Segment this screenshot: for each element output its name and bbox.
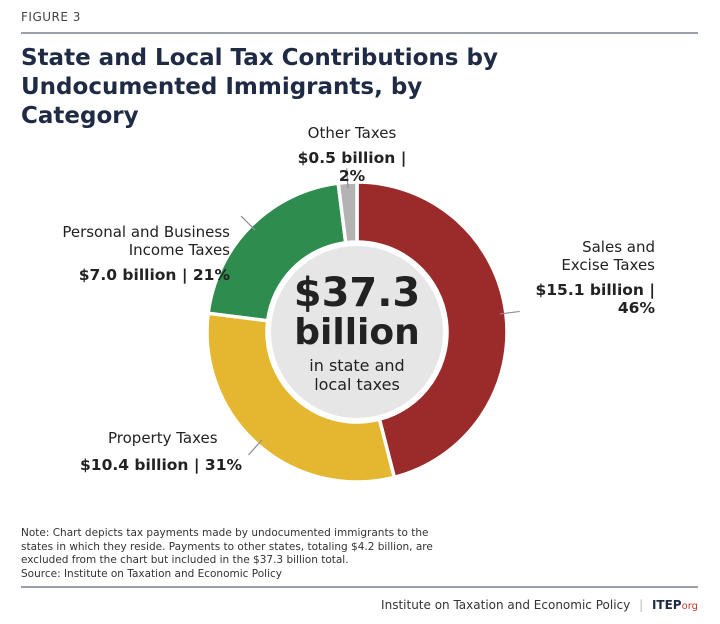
slice-name: Property Taxes (108, 429, 218, 447)
center-unit: billion (294, 312, 420, 353)
footer-brand-suffix: org (681, 601, 698, 612)
leader-line (248, 439, 263, 456)
slice-property-taxes (205, 311, 397, 484)
figure-label: FIGURE 3 (21, 10, 81, 24)
footer: Institute on Taxation and Economic Polic… (381, 598, 698, 612)
slice-name: Sales and Excise Taxes (561, 238, 655, 274)
slice-value: $15.1 billion | 46% (535, 281, 655, 317)
slice-value: $7.0 billion | 21% (78, 266, 230, 284)
note-text: Note: Chart depicts tax payments made by… (21, 527, 433, 566)
slice-other-taxes (336, 180, 359, 245)
source-text: Source: Institute on Taxation and Econom… (21, 567, 282, 580)
slice-name: Other Taxes (307, 124, 397, 142)
chart-title: State and Local Tax Contributions by Und… (21, 45, 498, 129)
label-income: Personal and Business Income Taxes $7.0 … (30, 223, 230, 284)
leader-line (240, 215, 256, 231)
center-value: $37.3 (293, 270, 421, 316)
center-total: $37.3 billion in state and local taxes (267, 272, 447, 394)
bottom-divider (21, 586, 698, 588)
slice-sales-and-excise-taxes (355, 180, 509, 480)
slice-value: $10.4 billion | 31% (80, 456, 243, 474)
leader-line (346, 168, 349, 189)
top-divider (21, 32, 698, 34)
center-circle (271, 246, 443, 418)
footer-brand: ITEP (651, 598, 682, 612)
slice-value: $0.5 billion | 2% (297, 149, 407, 185)
slice-name: Personal and Business Income Taxes (62, 223, 230, 259)
note-block: Note: Chart depicts tax payments made by… (21, 527, 441, 581)
label-sales: Sales and Excise Taxes $15.1 billion | 4… (500, 238, 655, 317)
label-property: Property Taxes $10.4 billion | 31% (80, 429, 260, 474)
footer-org: Institute on Taxation and Economic Polic… (381, 598, 631, 612)
center-caption: in state and local taxes (309, 356, 405, 394)
label-other: Other Taxes $0.5 billion | 2% (290, 124, 414, 185)
leader-line (499, 310, 520, 315)
